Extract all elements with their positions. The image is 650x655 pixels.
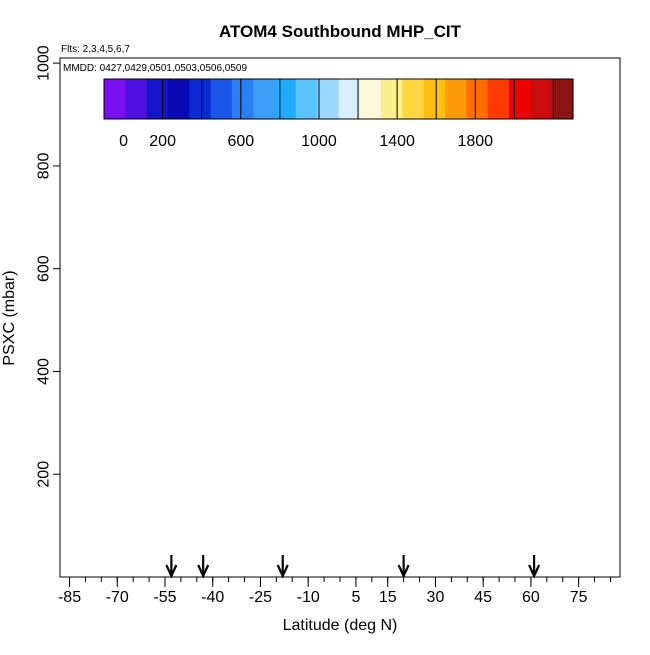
colorbar-tick-label: 600 [227, 133, 254, 150]
colorbar-tick-label: 1800 [457, 133, 493, 150]
colorbar-swatch [509, 79, 531, 119]
flight-profile-track [451, 102, 470, 465]
colorbar-swatch [317, 79, 340, 119]
colorbar-swatch [125, 79, 148, 119]
flight-start-arrow-head [397, 564, 410, 579]
y-tick-label: 1000 [36, 45, 53, 81]
colorbar-swatch [295, 79, 318, 119]
colorbar-swatch [189, 79, 212, 119]
y-axis: 200 400 600 800 1000 [36, 45, 60, 488]
colorbar-swatch [338, 79, 361, 119]
flight-profile-track [423, 167, 439, 462]
colorbar-tick-label: 1400 [379, 133, 415, 150]
colorbar-tick-label: 200 [149, 133, 176, 150]
x-tick-label: -55 [153, 589, 176, 606]
heatmap-layer [304, 102, 576, 471]
flight-profile-track [422, 107, 441, 458]
y-tick-label: 600 [36, 255, 53, 282]
flight-profile-track [304, 287, 312, 446]
flight-profile-track [391, 159, 408, 465]
flight-profile-track [486, 193, 503, 466]
colorbar-tick-label: 0 [119, 133, 128, 150]
colorbar-swatch [551, 79, 574, 119]
flight-start-arrow-head [165, 564, 178, 579]
x-tick-label: 30 [427, 589, 445, 606]
x-tick-label: -70 [106, 589, 129, 606]
colorbar-swatch [466, 79, 489, 119]
x-tick-label: 15 [379, 589, 397, 606]
colorbar-swatch [381, 79, 404, 119]
chart-title: ATOM4 Southbound MHP_CIT [219, 22, 462, 41]
y-axis-label: PSXC (mbar) [1, 270, 18, 365]
x-tick-label: 60 [522, 589, 540, 606]
flight-profile-track [530, 228, 543, 444]
colorbar-frame [103, 78, 574, 120]
colorbar-swatch [104, 79, 126, 119]
colorbar-swatch [423, 79, 446, 119]
colorbar-swatch [146, 79, 169, 119]
colorbar-swatch [359, 79, 382, 119]
x-tick-label: 5 [351, 589, 360, 606]
chart-subtitle-dates: MMDD: 0427,0429,0501,0503,0506,0509 [63, 63, 247, 74]
x-tick-label: -85 [58, 589, 81, 606]
colorbar-swatch [167, 79, 190, 119]
colorbar-swatch [530, 79, 553, 119]
y-tick-label: 400 [36, 358, 53, 385]
colorbar-swatch [210, 79, 233, 119]
colorbar: 0 200 600 1000 1400 1800 [103, 78, 574, 150]
x-axis-label: Latitude (deg N) [283, 617, 398, 634]
x-axis: -85 -70 -55 -40 -25 -10 5 15 30 45 60 75 [58, 577, 611, 606]
y-tick-label: 200 [36, 461, 53, 488]
flight-profile-track [521, 188, 533, 449]
flight-start-markers [165, 555, 541, 579]
colorbar-swatch [402, 79, 425, 119]
flight-profile-track [559, 157, 576, 463]
colorbar-tick-label: 1000 [301, 133, 337, 150]
flight-profile-track [326, 261, 336, 466]
colorbar-swatch [445, 79, 468, 119]
y-tick-label: 800 [36, 152, 53, 179]
x-tick-label: 75 [570, 589, 588, 606]
flight-profile-track [390, 263, 402, 457]
x-tick-label: -25 [249, 589, 272, 606]
chart-subtitle-flights: Flts: 2,3,4,5,6,7 [61, 44, 130, 55]
colorbar-swatch [253, 79, 276, 119]
flight-start-arrow-head [276, 564, 289, 579]
colorbar-swatch [231, 79, 254, 119]
flight-start-arrow-head [197, 564, 210, 579]
colorbar-swatch [274, 79, 297, 119]
x-tick-label: -40 [201, 589, 224, 606]
flight-start-arrow-head [528, 564, 541, 579]
x-tick-label: -10 [297, 589, 320, 606]
colorbar-swatch [487, 79, 510, 119]
flight-profile-track [337, 269, 347, 462]
x-tick-label: 45 [474, 589, 492, 606]
flight-profile-track [485, 109, 505, 449]
flight-profile-track [361, 256, 376, 471]
